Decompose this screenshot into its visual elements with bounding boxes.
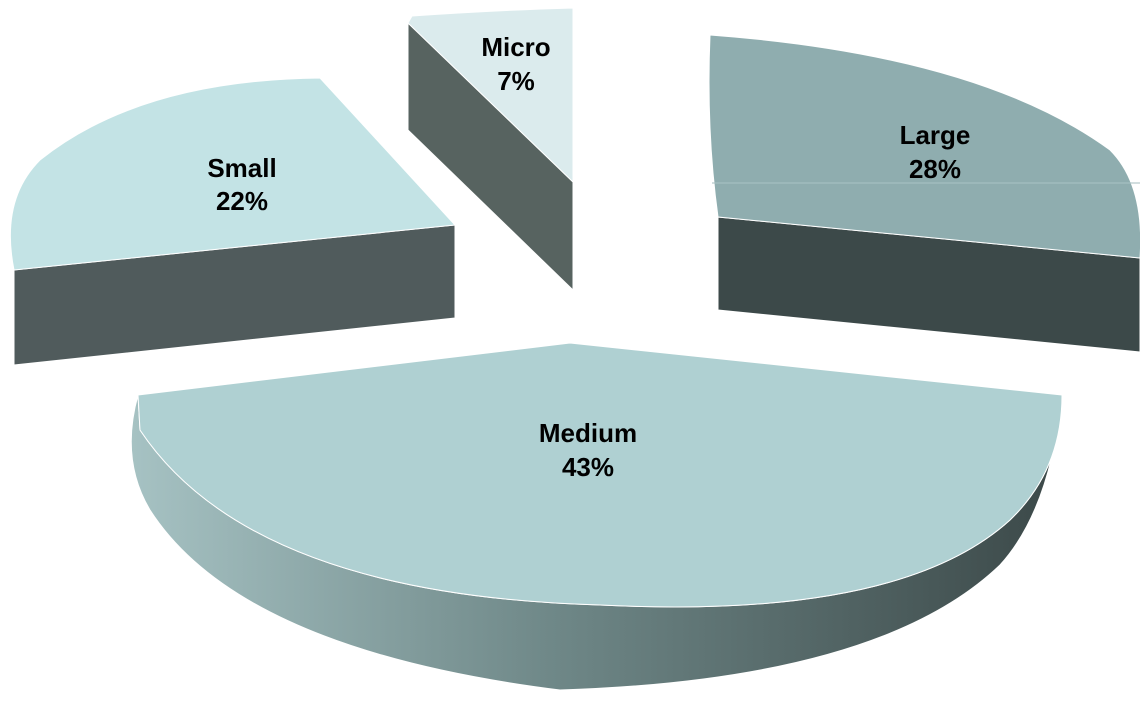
label-medium-percent: 43%: [562, 452, 614, 482]
label-small-name: Small: [207, 153, 276, 183]
label-large-name: Large: [900, 120, 971, 150]
slice-medium-top: [137, 342, 1063, 608]
slice-micro-top: [407, 7, 574, 184]
label-micro-percent: 7%: [497, 66, 535, 96]
slice-large: [708, 34, 1140, 353]
slice-small: [9, 77, 457, 366]
label-micro-name: Micro: [481, 32, 550, 62]
label-large-percent: 28%: [909, 154, 961, 184]
slice-small-top: [9, 77, 457, 271]
label-small-percent: 22%: [216, 186, 268, 216]
slice-medium: [130, 342, 1063, 691]
slice-large-top: [708, 34, 1140, 259]
label-medium-name: Medium: [539, 418, 637, 448]
slice-micro: [407, 7, 574, 292]
